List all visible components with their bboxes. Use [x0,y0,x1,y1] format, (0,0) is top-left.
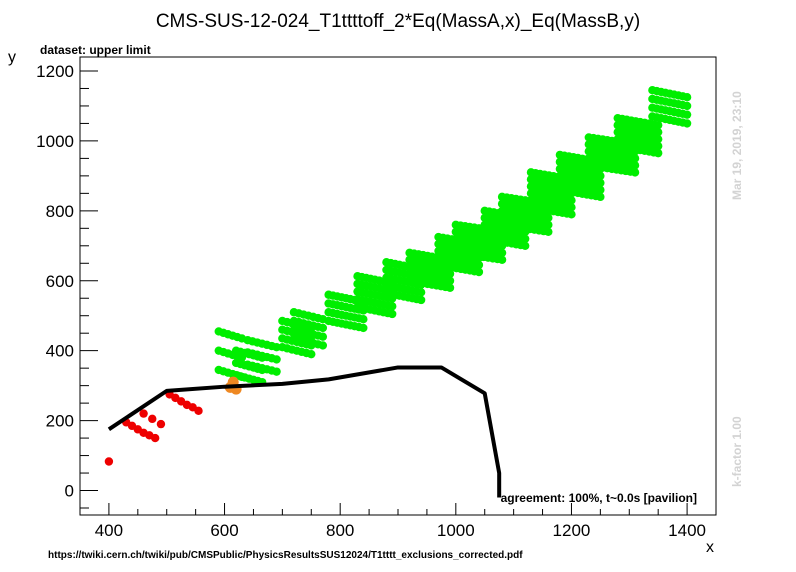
allowed-point [596,192,605,202]
allowed-point [596,178,605,188]
allowed-point [388,302,397,311]
allowed-point [318,332,328,341]
x-tick-label: 1400 [668,521,706,540]
excluded-point [150,433,160,443]
allowed-point [653,134,663,144]
allowed-point [497,255,507,264]
allowed-point [630,161,640,170]
excluded-point [148,414,157,424]
allowed-point [596,185,605,195]
allowed-point [567,196,576,205]
y-tick-label: 800 [46,202,74,221]
allowed-point [359,323,368,333]
allowed-point [521,234,530,244]
y-axis-label: y [8,49,16,66]
allowed-point [445,276,455,285]
y-tick-label: 1200 [36,62,74,81]
allowed-point [318,341,328,350]
timestamp-note: Mar 19, 2019, 23:10 [730,91,744,200]
allowed-point [272,355,281,364]
allowed-point [474,267,484,277]
kfactor-note: k-factor 1.00 [730,416,744,487]
allowed-point [445,283,455,292]
x-tick-label: 400 [95,521,123,540]
excluded-point [194,406,203,416]
allowed-point [653,120,663,130]
chart-subtitle: dataset: upper limit [40,43,151,57]
allowed-point [630,154,640,163]
allowed-point [521,241,530,250]
excluded-point [156,419,166,429]
excluded-point [104,457,114,466]
allowed-point [682,110,692,119]
y-tick-label: 600 [46,272,74,291]
allowed-point [544,213,553,223]
allowed-point [653,141,663,151]
allowed-point [307,349,316,359]
allowed-point [682,101,692,111]
y-tick-label: 400 [46,342,74,361]
allowed-point [272,367,281,376]
allowed-point [567,210,576,219]
allowed-point [272,342,281,352]
allowed-point [416,295,426,305]
allowed-point [388,309,397,319]
excluded-point [139,409,148,418]
allowed-point [682,119,692,128]
allowed-point [359,315,368,324]
allowed-point [544,220,553,230]
data-layer [104,86,692,498]
chart-title: CMS-SUS-12-024_T1ttttoff_2*Eq(MassA,x)_E… [156,11,640,32]
allowed-point [630,168,640,177]
x-axis-label: x [706,539,714,556]
allowed-point [653,127,663,137]
y-tick-label: 1000 [36,132,74,151]
x-tick-label: 800 [326,521,354,540]
plot-frame [79,56,717,516]
exclusion-line [107,365,502,498]
allowed-point [416,288,426,297]
source-url: https://twiki.cern.ch/twiki/pub/CMSPubli… [48,550,523,561]
agreement-note: agreement: 100%, t~0.0s [pavilion] [501,491,697,505]
allowed-point [567,203,576,212]
y-tick-label: 200 [46,412,74,431]
x-tick-label: 1000 [437,521,475,540]
allowed-point [497,248,507,257]
y-tick-label: 0 [65,482,74,501]
axis-ticks: 400 600 800 1000 1200 1400 0 200 400 600 800 1000 12… [36,62,706,540]
allowed-point [682,93,692,102]
allowed-point [474,260,484,270]
allowed-point [596,171,605,181]
allowed-point [445,269,455,278]
allowed-point [653,148,663,158]
x-tick-label: 600 [210,521,238,540]
allowed-point [544,227,553,237]
x-tick-label: 1200 [553,521,591,540]
allowed-point [318,323,328,333]
